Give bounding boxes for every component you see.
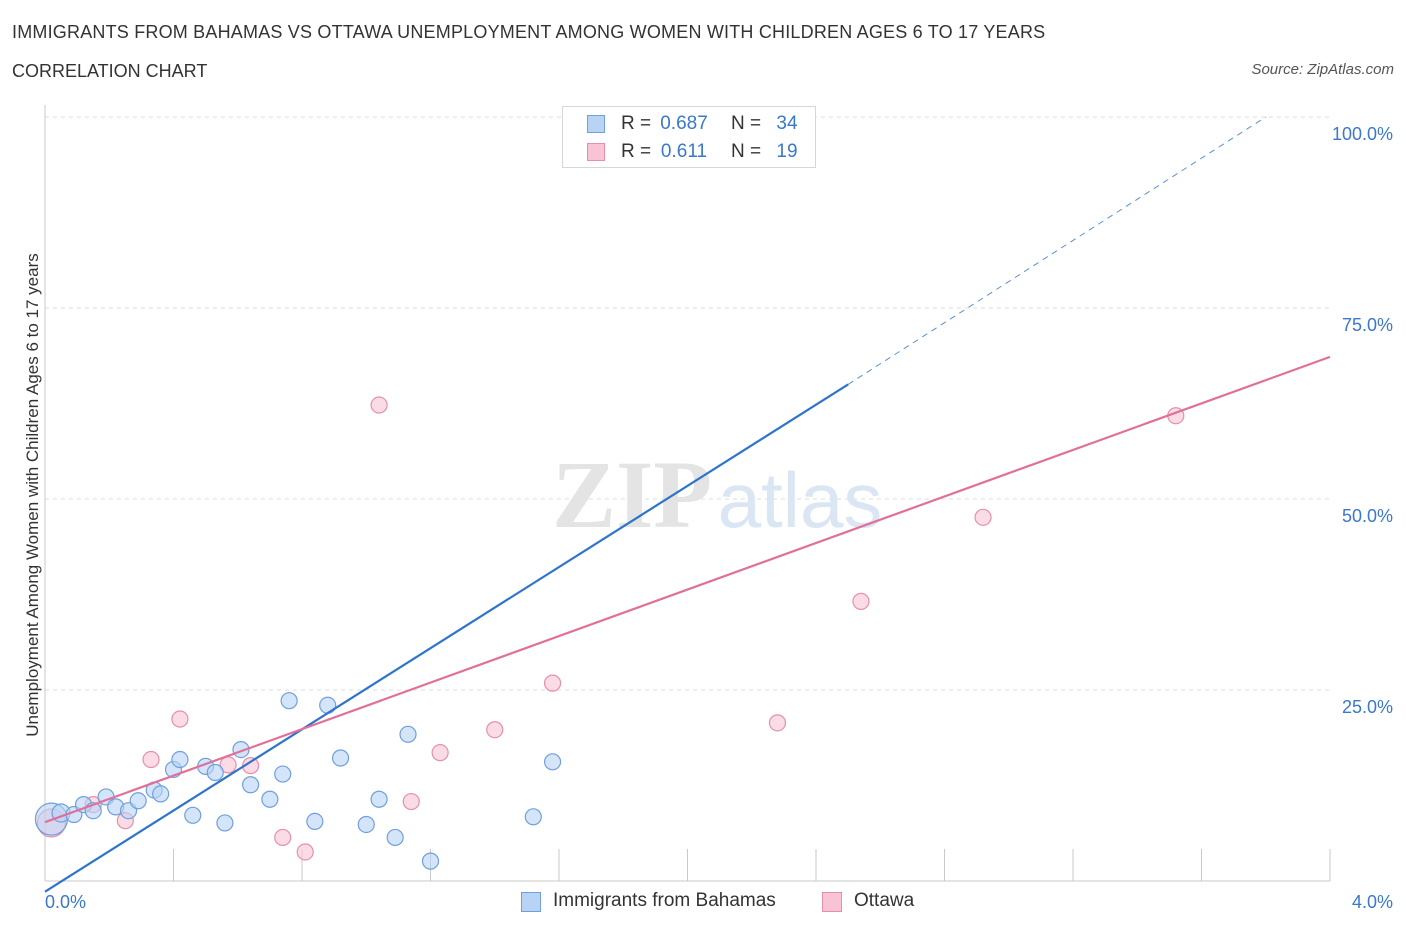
data-point-bahamas — [153, 786, 169, 802]
data-point-ottawa — [275, 829, 291, 845]
legend-n-label: N = — [731, 141, 761, 163]
legend-r-label: R = — [621, 113, 651, 135]
data-point-bahamas — [400, 726, 416, 742]
data-point-bahamas — [525, 809, 541, 825]
y-tick-label: 100.0% — [1332, 124, 1393, 144]
data-point-bahamas — [243, 777, 259, 793]
legend-n-value: 19 — [767, 141, 807, 163]
data-point-ottawa — [545, 675, 561, 691]
legend-r-value: 0.687 — [653, 113, 715, 135]
data-point-ottawa — [371, 397, 387, 413]
data-point-ottawa — [487, 722, 503, 738]
data-point-bahamas — [130, 793, 146, 809]
data-point-bahamas — [333, 750, 349, 766]
data-point-bahamas — [185, 807, 201, 823]
trend-line-bahamas-extension — [848, 117, 1266, 384]
legend-label-bahamas: Immigrants from Bahamas — [553, 890, 776, 912]
data-point-bahamas — [387, 829, 403, 845]
legend-label-ottawa: Ottawa — [854, 890, 914, 912]
legend-swatch-ottawa — [587, 143, 605, 161]
data-point-ottawa — [143, 752, 159, 768]
data-point-ottawa — [297, 844, 313, 860]
data-point-ottawa — [769, 715, 785, 731]
legend-swatch-bahamas — [521, 892, 541, 912]
data-point-bahamas — [281, 693, 297, 709]
data-point-ottawa — [975, 509, 991, 525]
data-point-bahamas — [217, 815, 233, 831]
data-point-ottawa — [403, 794, 419, 810]
legend-row-ottawa: R = 0.611 N = 19 — [587, 141, 813, 163]
legend-n-value: 34 — [767, 113, 807, 135]
trend-line-bahamas — [45, 384, 848, 891]
grid-layer — [45, 117, 1330, 690]
data-point-bahamas — [423, 853, 439, 869]
legend-swatch-ottawa — [822, 892, 842, 912]
legend-swatch-bahamas — [587, 115, 605, 133]
data-point-bahamas — [358, 816, 374, 832]
y-axis-label: Unemployment Among Women with Children A… — [23, 253, 43, 737]
data-point-bahamas — [275, 766, 291, 782]
trend-line-ottawa — [45, 357, 1330, 822]
series-legend: Immigrants from Bahamas Ottawa — [0, 890, 1406, 914]
y-tick-label: 75.0% — [1342, 315, 1393, 335]
legend-row-bahamas: R = 0.687 N = 34 — [587, 113, 813, 135]
stats-legend: R = 0.687 N = 34 R = 0.611 N = 19 — [562, 106, 816, 168]
watermark: ZIP atlas — [552, 441, 882, 548]
legend-n-label: N = — [731, 113, 761, 135]
watermark-atlas: atlas — [718, 456, 883, 544]
data-point-ottawa — [432, 745, 448, 761]
legend-r-value: 0.611 — [653, 141, 715, 163]
data-point-bahamas — [172, 752, 188, 768]
legend-r-label: R = — [621, 141, 651, 163]
data-point-bahamas — [207, 765, 223, 781]
data-point-bahamas — [262, 791, 278, 807]
data-point-ottawa — [853, 593, 869, 609]
data-point-ottawa — [172, 711, 188, 727]
y-tick-label: 50.0% — [1342, 506, 1393, 526]
data-point-bahamas — [371, 791, 387, 807]
data-point-bahamas — [545, 754, 561, 770]
data-point-bahamas — [307, 813, 323, 829]
y-tick-label: 25.0% — [1342, 697, 1393, 717]
watermark-zip: ZIP — [552, 441, 712, 548]
